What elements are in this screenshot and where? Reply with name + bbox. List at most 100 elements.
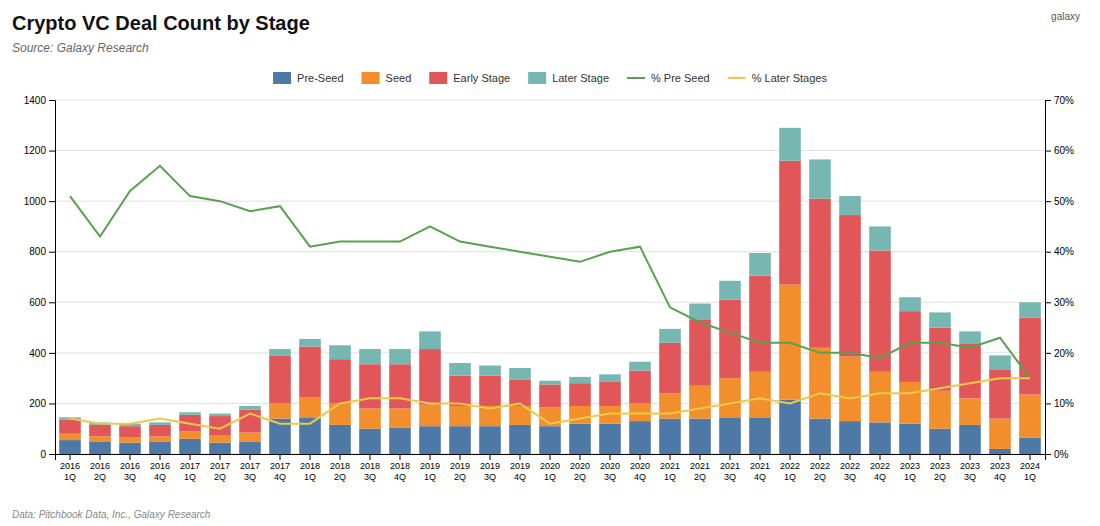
tick-label: 20172Q bbox=[210, 461, 230, 481]
tick-label-line: 2017 bbox=[240, 461, 260, 471]
bar bbox=[989, 355, 1011, 369]
tick: 20203Q bbox=[600, 454, 620, 482]
tick-label-line: 2018 bbox=[330, 461, 350, 471]
bar bbox=[779, 400, 801, 454]
tick-label-line: 3Q bbox=[844, 472, 856, 482]
tick: 20204Q bbox=[630, 454, 650, 482]
tick: 50% bbox=[1045, 196, 1074, 207]
legend-swatch bbox=[627, 77, 645, 79]
tick-label: 20224Q bbox=[870, 461, 890, 481]
tick-mark bbox=[49, 302, 55, 303]
tick-label-line: 1Q bbox=[304, 472, 316, 482]
bar bbox=[149, 441, 171, 454]
tick: 20172Q bbox=[210, 454, 230, 482]
tick-label-line: 1Q bbox=[64, 472, 76, 482]
bar bbox=[569, 383, 591, 406]
tick-label-line: 2019 bbox=[420, 461, 440, 471]
tick-label: 20181Q bbox=[300, 461, 320, 481]
tick-label: 50% bbox=[1054, 196, 1074, 207]
bar bbox=[809, 419, 831, 454]
bar bbox=[659, 329, 681, 343]
bar bbox=[359, 408, 381, 428]
tick-label-line: 2Q bbox=[454, 472, 466, 482]
tick-label-line: 2023 bbox=[930, 461, 950, 471]
tick: 20194Q bbox=[510, 454, 530, 482]
tick: 20202Q bbox=[570, 454, 590, 482]
bar bbox=[929, 429, 951, 454]
tick-label-line: 2016 bbox=[150, 461, 170, 471]
tick-label-line: 4Q bbox=[394, 472, 406, 482]
bar bbox=[1019, 302, 1041, 317]
tick-label-line: 4Q bbox=[754, 472, 766, 482]
tick-label-line: 2018 bbox=[300, 461, 320, 471]
tick: 20234Q bbox=[990, 454, 1010, 482]
bar-series bbox=[59, 285, 1041, 449]
bar bbox=[479, 426, 501, 454]
tick-mark bbox=[670, 454, 671, 460]
tick: 20223Q bbox=[840, 454, 860, 482]
tick-mark bbox=[1045, 151, 1051, 152]
tick: 20193Q bbox=[480, 454, 500, 482]
tick: 20222Q bbox=[810, 454, 830, 482]
tick: 20213Q bbox=[720, 454, 740, 482]
bar bbox=[239, 441, 261, 454]
tick: 20232Q bbox=[930, 454, 950, 482]
tick-mark bbox=[940, 454, 941, 460]
tick-label-line: 3Q bbox=[484, 472, 496, 482]
tick: 20191Q bbox=[420, 454, 440, 482]
tick-mark bbox=[130, 454, 131, 460]
tick-label-line: 2019 bbox=[480, 461, 500, 471]
tick-mark bbox=[49, 201, 55, 202]
bar bbox=[329, 359, 351, 403]
legend-label: % Later Stages bbox=[752, 72, 828, 84]
bar bbox=[299, 347, 321, 398]
tick-mark bbox=[49, 353, 55, 354]
bar bbox=[569, 424, 591, 454]
bar bbox=[659, 343, 681, 394]
bar bbox=[779, 128, 801, 161]
bar bbox=[209, 435, 231, 443]
bar bbox=[359, 349, 381, 364]
title: Crypto VC Deal Count by Stage bbox=[12, 12, 310, 34]
tick-label: 20212Q bbox=[690, 461, 710, 481]
tick-mark bbox=[1045, 252, 1051, 253]
tick-label-line: 2020 bbox=[630, 461, 650, 471]
bar bbox=[59, 420, 81, 434]
bar bbox=[689, 304, 711, 320]
tick: 20% bbox=[1045, 348, 1074, 359]
tick: 20181Q bbox=[300, 454, 320, 482]
tick-label-line: 2Q bbox=[574, 472, 586, 482]
bar bbox=[599, 424, 621, 454]
bar bbox=[629, 403, 651, 421]
bar bbox=[509, 425, 531, 454]
legend-label: Early Stage bbox=[453, 72, 510, 84]
bar bbox=[449, 426, 471, 454]
bar bbox=[1019, 438, 1041, 454]
tick-mark bbox=[49, 151, 55, 152]
legend-label: Pre-Seed bbox=[297, 72, 343, 84]
tick-mark bbox=[790, 454, 791, 460]
tick-label-line: 2021 bbox=[690, 461, 710, 471]
tick-label: 20222Q bbox=[810, 461, 830, 481]
bar bbox=[899, 424, 921, 454]
bar bbox=[359, 364, 381, 408]
tick-label: 20234Q bbox=[990, 461, 1010, 481]
legend-item: Early Stage bbox=[429, 72, 510, 84]
tick-mark bbox=[49, 403, 55, 404]
bar bbox=[119, 426, 141, 437]
tick-label-line: 2021 bbox=[750, 461, 770, 471]
tick-mark bbox=[820, 454, 821, 460]
tick-label-line: 3Q bbox=[244, 472, 256, 482]
bar bbox=[509, 379, 531, 406]
bar bbox=[89, 425, 111, 436]
tick: 10% bbox=[1045, 398, 1074, 409]
tick-mark bbox=[70, 454, 71, 460]
tick-label-line: 2019 bbox=[510, 461, 530, 471]
bar bbox=[959, 344, 981, 398]
axis-domain bbox=[49, 101, 56, 455]
bar bbox=[599, 382, 621, 406]
axis-domain bbox=[56, 455, 1046, 461]
tick: 20211Q bbox=[660, 454, 680, 482]
bar bbox=[689, 419, 711, 454]
tick-mark bbox=[1045, 201, 1051, 202]
